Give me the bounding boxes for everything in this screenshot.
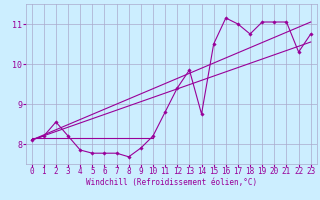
X-axis label: Windchill (Refroidissement éolien,°C): Windchill (Refroidissement éolien,°C) (86, 178, 257, 187)
